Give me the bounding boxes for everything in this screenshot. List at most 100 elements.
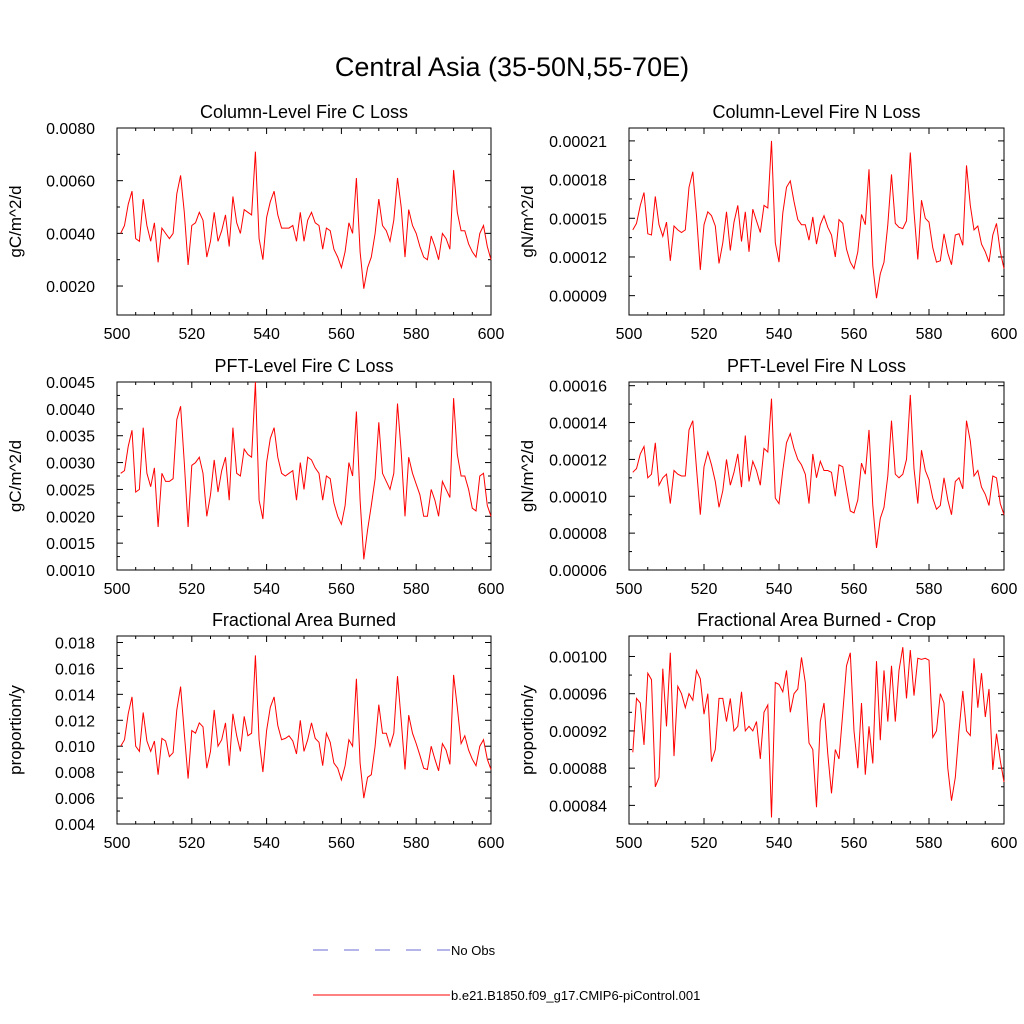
y-tick-label: 0.010 bbox=[55, 739, 95, 756]
chart-title: Column-Level Fire C Loss bbox=[200, 102, 408, 122]
plot-frame bbox=[628, 127, 1005, 316]
y-tick-label: 0.006 bbox=[55, 791, 95, 808]
y-tick-label: 0.008 bbox=[55, 765, 95, 782]
x-tick-label: 560 bbox=[841, 581, 868, 598]
y-tick-label: 0.014 bbox=[55, 687, 95, 704]
y-tick-label: 0.0030 bbox=[46, 456, 95, 473]
x-tick-label: 600 bbox=[991, 581, 1018, 598]
x-tick-label: 560 bbox=[841, 326, 868, 343]
x-tick-label: 540 bbox=[253, 581, 280, 598]
chart-title: Fractional Area Burned bbox=[212, 610, 396, 630]
y-tick-label: 0.00015 bbox=[549, 211, 607, 228]
x-tick-label: 560 bbox=[841, 835, 868, 852]
y-tick-label: 0.00084 bbox=[549, 798, 607, 815]
series-line-model bbox=[632, 140, 1005, 299]
x-tick-label: 600 bbox=[478, 581, 505, 598]
x-tick-label: 580 bbox=[916, 326, 943, 343]
x-tick-label: 520 bbox=[691, 835, 718, 852]
x-tick-label: 580 bbox=[916, 581, 943, 598]
chart-panel-col-fire-n: 500 520 540 560 580 600 0.00009 0.00012 0.00015 0… bbox=[518, 102, 1017, 343]
chart-panel-frac-area-burned: 500 520 540 560 580 600 0.004 0.006 0.008 0.010 0.… bbox=[6, 610, 504, 852]
x-tick-label: 580 bbox=[403, 326, 430, 343]
plot-frame bbox=[116, 635, 492, 825]
chart-title: Column-Level Fire N Loss bbox=[712, 102, 920, 122]
x-tick-label: 600 bbox=[991, 326, 1018, 343]
x-tick-label: 580 bbox=[403, 581, 430, 598]
legend-label-obs: No Obs bbox=[451, 943, 496, 958]
series-line-model bbox=[632, 394, 1005, 548]
x-tick-label: 600 bbox=[478, 326, 505, 343]
y-tick-label: 0.0080 bbox=[46, 121, 95, 138]
x-tick-label: 540 bbox=[766, 835, 793, 852]
chart-panel-col-fire-c: 500 520 540 560 580 600 0.0020 0.0040 0.0060 0.00… bbox=[6, 102, 504, 343]
y-tick-label: 0.00100 bbox=[549, 649, 607, 666]
y-axis-label: proportion/y bbox=[6, 685, 25, 775]
chart-title: Fractional Area Burned - Crop bbox=[697, 610, 936, 630]
x-tick-label: 520 bbox=[178, 326, 205, 343]
y-axis-label: proportion/y bbox=[518, 685, 537, 775]
y-tick-label: 0.0010 bbox=[46, 563, 95, 580]
y-tick-label: 0.012 bbox=[55, 713, 95, 730]
y-tick-label: 0.00088 bbox=[549, 761, 607, 778]
y-axis-label: gC/m^2/d bbox=[6, 440, 25, 512]
y-tick-label: 0.018 bbox=[55, 635, 95, 652]
x-tick-label: 500 bbox=[104, 326, 131, 343]
x-tick-label: 560 bbox=[328, 326, 355, 343]
x-tick-label: 520 bbox=[691, 581, 718, 598]
y-tick-label: 0.0020 bbox=[46, 279, 95, 296]
x-tick-label: 540 bbox=[253, 835, 280, 852]
y-tick-label: 0.004 bbox=[55, 817, 95, 834]
y-tick-label: 0.00009 bbox=[549, 289, 607, 306]
y-tick-label: 0.00096 bbox=[549, 687, 607, 704]
page-title: Central Asia (35-50N,55-70E) bbox=[334, 52, 690, 82]
y-tick-label: 0.00008 bbox=[549, 526, 607, 543]
x-tick-label: 600 bbox=[991, 835, 1018, 852]
y-tick-label: 0.016 bbox=[55, 661, 95, 678]
x-tick-label: 500 bbox=[104, 835, 131, 852]
y-tick-label: 0.00018 bbox=[549, 173, 607, 190]
plot-frame bbox=[116, 127, 492, 316]
x-tick-label: 500 bbox=[616, 581, 643, 598]
y-tick-label: 0.0020 bbox=[46, 509, 95, 526]
series-line-model bbox=[120, 655, 492, 799]
series-line-model bbox=[120, 381, 492, 560]
y-axis-label: gN/m^2/d bbox=[518, 440, 537, 512]
chart-panel-pft-fire-n: 500 520 540 560 580 600 0.00006 0.00008 0.00010 0… bbox=[518, 356, 1017, 598]
x-tick-label: 540 bbox=[766, 326, 793, 343]
y-tick-label: 0.0060 bbox=[46, 174, 95, 191]
x-tick-label: 520 bbox=[691, 326, 718, 343]
legend: No Obs b.e21.B1850.f09_g17.CMIP6-piContro… bbox=[313, 943, 700, 1003]
y-tick-label: 0.00021 bbox=[549, 134, 607, 151]
legend-label-model: b.e21.B1850.f09_g17.CMIP6-piControl.001 bbox=[451, 988, 700, 1003]
y-axis-label: gC/m^2/d bbox=[6, 185, 25, 257]
x-tick-label: 600 bbox=[478, 835, 505, 852]
y-tick-label: 0.0035 bbox=[46, 429, 95, 446]
y-tick-label: 0.0040 bbox=[46, 402, 95, 419]
x-tick-label: 560 bbox=[328, 581, 355, 598]
x-tick-label: 520 bbox=[178, 835, 205, 852]
y-tick-label: 0.00012 bbox=[549, 250, 607, 267]
x-tick-label: 500 bbox=[616, 326, 643, 343]
y-tick-label: 0.00014 bbox=[549, 416, 607, 433]
x-tick-label: 540 bbox=[253, 326, 280, 343]
x-tick-label: 580 bbox=[916, 835, 943, 852]
x-tick-label: 500 bbox=[104, 581, 131, 598]
y-tick-label: 0.00010 bbox=[549, 489, 607, 506]
chart-title: PFT-Level Fire N Loss bbox=[727, 356, 906, 376]
x-tick-label: 520 bbox=[178, 581, 205, 598]
y-tick-label: 0.0015 bbox=[46, 536, 95, 553]
plot-frame bbox=[628, 635, 1005, 825]
y-tick-label: 0.00092 bbox=[549, 724, 607, 741]
y-tick-label: 0.0040 bbox=[46, 226, 95, 243]
chart-title: PFT-Level Fire C Loss bbox=[214, 356, 393, 376]
y-tick-label: 0.0045 bbox=[46, 375, 95, 392]
x-tick-label: 560 bbox=[328, 835, 355, 852]
series-line-model bbox=[120, 151, 492, 289]
x-tick-label: 580 bbox=[403, 835, 430, 852]
x-tick-label: 540 bbox=[766, 581, 793, 598]
series-line-model bbox=[632, 647, 1005, 818]
chart-panel-frac-area-burned-crop: 500 520 540 560 580 600 0.00084 0.00088 0.00092 0… bbox=[518, 610, 1017, 852]
y-tick-label: 0.00006 bbox=[549, 563, 607, 580]
chart-panel-pft-fire-c: 500 520 540 560 580 600 0.0010 0.0015 0.0020 0.00… bbox=[6, 356, 504, 598]
